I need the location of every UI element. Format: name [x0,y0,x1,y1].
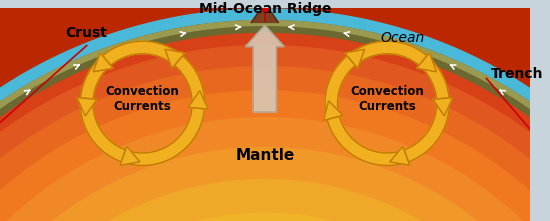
Polygon shape [0,118,550,221]
Polygon shape [0,213,550,221]
Polygon shape [122,108,205,166]
Polygon shape [323,101,343,120]
Polygon shape [0,28,550,221]
Polygon shape [77,98,97,116]
Polygon shape [174,56,205,109]
Polygon shape [0,9,550,221]
Polygon shape [347,41,427,65]
Text: Mantle: Mantle [235,148,294,163]
Polygon shape [93,53,113,72]
Polygon shape [120,147,140,165]
Text: Convection
Currents: Convection Currents [350,84,424,112]
Polygon shape [246,25,284,112]
Polygon shape [0,67,550,221]
Polygon shape [0,15,550,221]
Text: Ocean: Ocean [381,31,425,45]
Polygon shape [103,41,183,65]
Text: Convection
Currents: Convection Currents [106,84,179,112]
Polygon shape [0,21,550,221]
Polygon shape [0,91,550,221]
Polygon shape [251,7,278,23]
Polygon shape [433,98,453,116]
Polygon shape [390,147,410,165]
Text: Crust: Crust [66,26,108,40]
Text: Trench: Trench [491,67,543,82]
Polygon shape [81,56,111,99]
Polygon shape [419,56,449,99]
Text: Mid-Ocean Ridge: Mid-Ocean Ridge [199,2,331,16]
Polygon shape [0,46,550,221]
Polygon shape [0,8,530,221]
Polygon shape [188,91,208,109]
Polygon shape [0,148,550,221]
Polygon shape [0,21,550,221]
Polygon shape [416,53,437,72]
Polygon shape [325,56,355,119]
Polygon shape [80,98,125,162]
Polygon shape [0,179,550,221]
Polygon shape [327,116,409,166]
Polygon shape [404,98,449,162]
Polygon shape [165,49,185,68]
Polygon shape [345,49,365,68]
